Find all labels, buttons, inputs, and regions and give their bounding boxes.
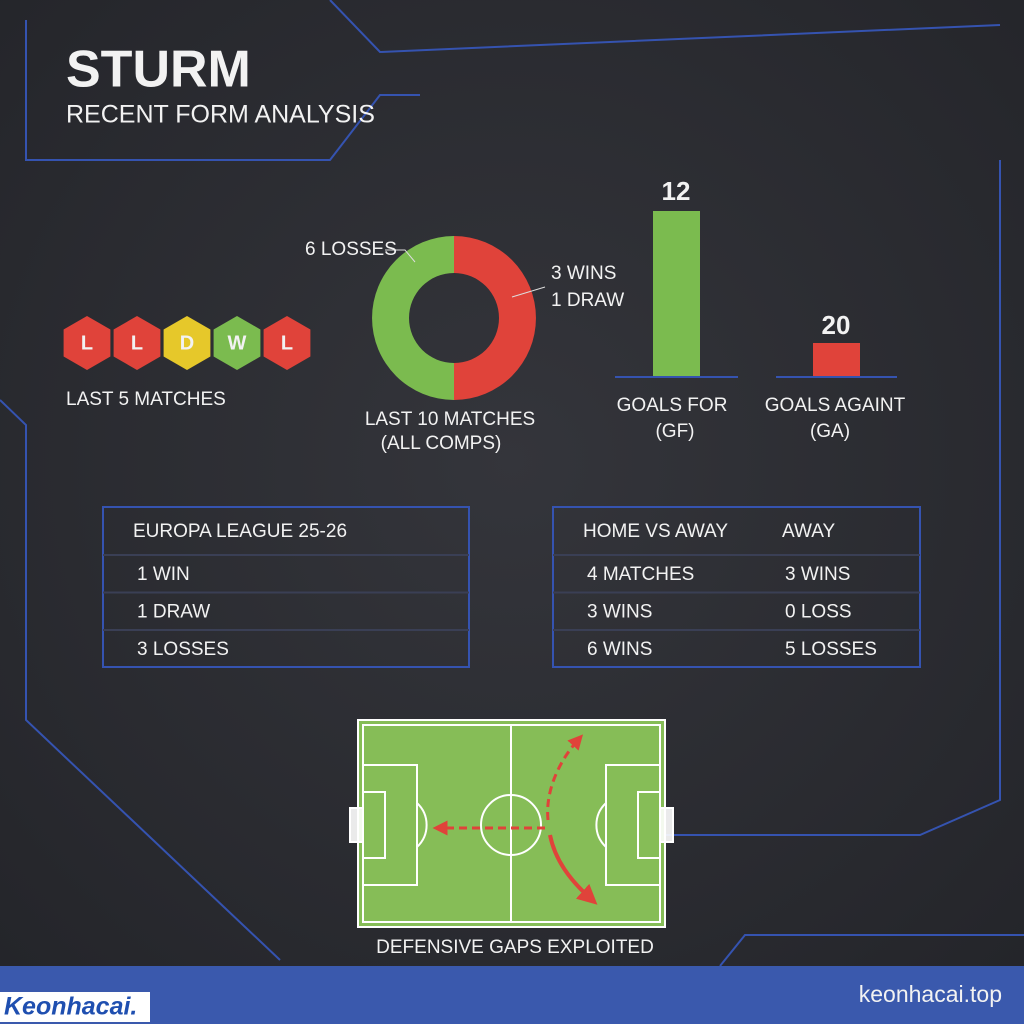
goals-against-bar <box>813 343 860 377</box>
footer <box>0 966 1024 1024</box>
table-box <box>552 506 921 668</box>
donut-caption: LAST 10 MATCHES <box>365 409 535 430</box>
pitch <box>349 719 674 928</box>
form-result: L <box>281 332 293 354</box>
footer-url[interactable]: keonhacai.top <box>859 981 1002 1007</box>
tables: EUROPA LEAGUE 25-26 1 WIN 1 DRAW 3 LOSSES HO… <box>102 506 921 668</box>
donut-label: 3 WINS <box>551 263 616 284</box>
logo-box <box>0 992 150 1022</box>
table-cell: 5 LOSSES <box>785 639 877 660</box>
bar-label: GOALS AGAINT <box>765 395 906 416</box>
form-hexagon <box>213 316 261 370</box>
donut-label: 1 DRAW <box>551 290 624 311</box>
table-box <box>102 506 470 668</box>
bar-value: 20 <box>822 310 851 340</box>
donut-losses <box>372 236 454 400</box>
bar-label: (GA) <box>810 421 850 442</box>
table-cell: 4 MATCHES <box>587 564 694 585</box>
form-hexagon <box>263 316 311 370</box>
bar-value: 12 <box>662 176 691 206</box>
goals-for-bar <box>653 211 700 377</box>
donut-label: 6 LOSSES <box>305 239 397 260</box>
table-header: AWAY <box>782 521 835 542</box>
pointer <box>385 249 416 263</box>
table-cell: 6 WINS <box>587 639 652 660</box>
donut-wins-draw <box>454 236 536 400</box>
logo[interactable]: Keonhacai. <box>4 993 137 1021</box>
form-hexagon <box>163 316 211 370</box>
donut <box>372 236 546 400</box>
table-cell: 3 WINS <box>785 564 850 585</box>
decor-lines <box>0 0 1024 967</box>
table-cell: 1 DRAW <box>137 602 210 623</box>
pointer <box>511 286 546 298</box>
table-cell: 3 WINS <box>587 602 652 623</box>
form-hexagon <box>63 316 111 370</box>
form-result: W <box>228 332 247 354</box>
form-result: L <box>81 332 93 354</box>
table-header: HOME VS AWAY <box>583 521 728 542</box>
bar-label: GOALS FOR <box>617 395 728 416</box>
table-cell: 1 WIN <box>137 564 190 585</box>
table-cell: 0 LOSS <box>785 602 852 623</box>
pitch-caption: DEFENSIVE GAPS EXPLOITED <box>376 937 654 958</box>
title: STURM <box>66 41 251 99</box>
form-hexagon <box>113 316 161 370</box>
table-header: EUROPA LEAGUE 25-26 <box>133 521 347 542</box>
form-result: D <box>180 332 194 354</box>
form-label: LAST 5 MATCHES <box>66 389 226 410</box>
bar-label: (GF) <box>655 421 694 442</box>
donut-caption: (ALL COMPS) <box>381 433 502 454</box>
subtitle: RECENT FORM ANALYSIS <box>66 101 375 129</box>
table-cell: 3 LOSSES <box>137 639 229 660</box>
form-result: L <box>131 332 143 354</box>
